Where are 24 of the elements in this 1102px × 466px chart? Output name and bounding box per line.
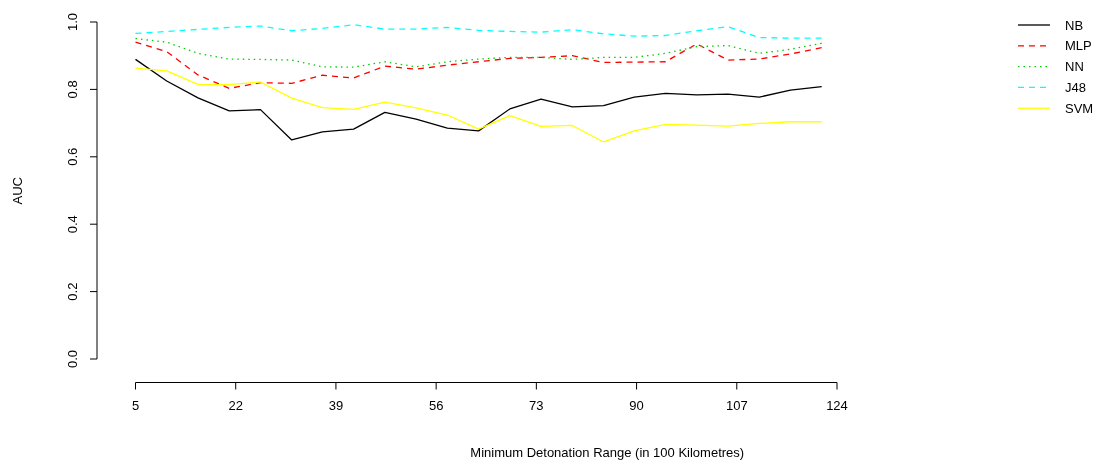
y-tick-label: 0.4	[65, 215, 80, 234]
line-series	[134, 24, 823, 39]
y-axis-title: AUC	[10, 177, 25, 205]
x-tick-label: 73	[529, 397, 544, 413]
y-tick-label: 0.2	[65, 282, 80, 301]
x-tick-label: 56	[428, 397, 444, 413]
legend-label: SVM	[1065, 100, 1094, 116]
y-tick-label: 0.6	[65, 147, 80, 166]
line-series	[134, 41, 823, 90]
legend-label: NN	[1065, 59, 1084, 75]
x-tick-label: 124	[826, 397, 848, 413]
x-tick-label: 39	[328, 397, 344, 413]
x-tick-label: 107	[725, 397, 748, 413]
x-tick-label: 5	[131, 397, 140, 413]
legend-label: NB	[1065, 17, 1084, 33]
legend-label: J48	[1065, 79, 1086, 95]
line-series	[134, 37, 823, 68]
x-axis-title: Minimum Detonation Range (in 100 Kilometres)	[470, 445, 745, 460]
legend-label: MLP	[1065, 38, 1092, 54]
x-tick-label: 22	[228, 397, 243, 413]
y-tick-label: 1.0	[65, 12, 80, 32]
y-tick-label: 0.0	[65, 349, 80, 369]
y-tick-label: 0.8	[65, 80, 80, 99]
x-tick-label: 90	[629, 397, 644, 413]
